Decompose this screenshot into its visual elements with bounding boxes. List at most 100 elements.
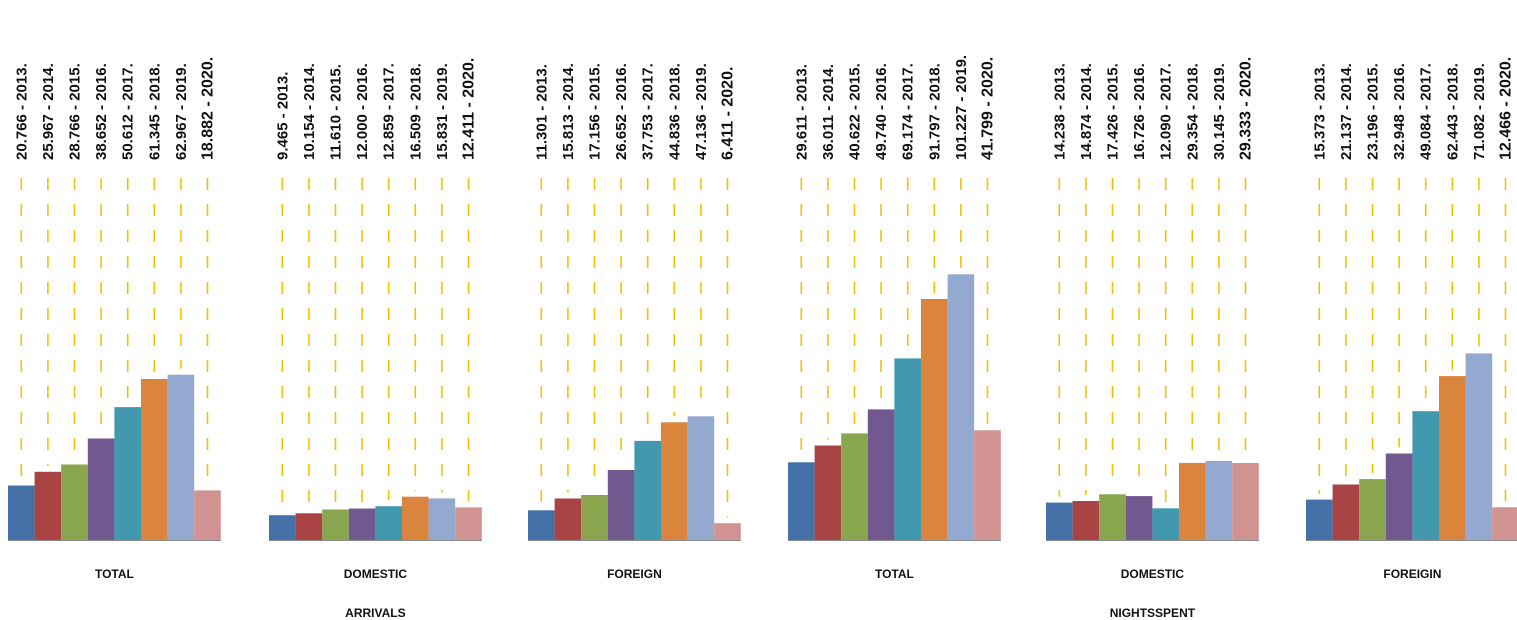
data-label: 17.156 - 2015.: [587, 63, 604, 160]
chart-panel: 15.373 - 2013. 21.137 - 2014. 23.196 - 201…: [1306, 57, 1517, 581]
data-label: 12.090 - 2017.: [1158, 63, 1175, 160]
data-label: 49.084 - 2017.: [1418, 63, 1435, 160]
bar: [1439, 376, 1466, 540]
panel-label: FOREIGIN: [1383, 567, 1441, 581]
data-label: 29.333 - 2020.: [1238, 57, 1255, 160]
data-label: 9.465 - 2013.: [274, 72, 291, 160]
bar: [428, 498, 456, 540]
data-label: 50.612 - 2017.: [120, 63, 137, 160]
bar: [8, 485, 35, 540]
bar: [921, 299, 948, 540]
data-label: 30.145 - 2019.: [1211, 63, 1228, 160]
bar: [375, 506, 402, 540]
bar: [581, 495, 608, 540]
data-label: 37.753 - 2017.: [640, 63, 657, 160]
bar: [1125, 496, 1153, 540]
bar: [1099, 494, 1126, 540]
bar: [114, 407, 141, 540]
data-label: 69.174 - 2017.: [900, 63, 917, 160]
data-label: 23.196 - 2015.: [1365, 63, 1382, 160]
data-label: 25.967 - 2014.: [40, 63, 57, 160]
bar: [1232, 463, 1259, 540]
panel-label: TOTAL: [875, 567, 914, 581]
bar: [1465, 353, 1493, 540]
data-label: 21.137 - 2014.: [1338, 63, 1355, 160]
chart-panel: 20.766 - 2013. 25.967 - 2014. 28.766 - 201…: [8, 57, 221, 581]
bar: [1179, 462, 1206, 540]
bar: [1306, 499, 1333, 540]
bar: [1492, 507, 1517, 540]
bar: [1359, 479, 1386, 540]
data-label: 11.610 - 2015.: [328, 64, 345, 160]
data-label: 38.652 - 2016.: [93, 63, 110, 160]
data-label: 15.373 - 2013.: [1311, 63, 1328, 160]
bar: [402, 496, 429, 540]
data-label: 91.797 - 2018.: [926, 63, 943, 160]
data-label: 14.874 - 2014.: [1078, 63, 1095, 160]
bar: [528, 510, 555, 540]
chart-panel: 29.611 - 2013. 36.011 - 2014. 40.622 - 201…: [788, 55, 1001, 581]
data-label: 12.466 - 2020.: [1498, 57, 1515, 160]
bar: [295, 513, 323, 540]
data-label: 17.426 - 2015.: [1105, 63, 1122, 160]
panel-label: DOMESTIC: [344, 567, 408, 581]
bar: [322, 509, 349, 540]
data-label: 41.799 - 2020.: [980, 57, 997, 160]
bar: [687, 416, 715, 540]
bar: [455, 507, 482, 540]
chart-panel: 11.301 - 2013. 15.813 - 2014. 17.156 - 201…: [528, 63, 741, 581]
data-label: 40.622 - 2015.: [847, 63, 864, 160]
data-label: 11.301 - 2013.: [533, 64, 550, 160]
bar: [34, 471, 62, 540]
bar: [661, 422, 688, 540]
panel-label: TOTAL: [95, 567, 134, 581]
data-label: 6.411 - 2020.: [720, 67, 737, 160]
bar: [554, 498, 582, 540]
data-label: 29.354 - 2018.: [1184, 63, 1201, 160]
data-label: 49.740 - 2016.: [873, 63, 890, 160]
bar: [947, 274, 975, 540]
bar: [714, 523, 741, 540]
data-label: 28.766 - 2015.: [67, 63, 84, 160]
data-label: 16.509 - 2018.: [407, 63, 424, 160]
data-label: 36.011 - 2014.: [820, 64, 837, 160]
bar: [1046, 502, 1073, 540]
group-label: NIGHTSSPENT: [1110, 606, 1196, 620]
bar: [194, 490, 221, 540]
data-label: 16.726 - 2016.: [1131, 63, 1148, 160]
bar: [894, 358, 921, 540]
data-label: 26.652 - 2016.: [613, 63, 630, 160]
bar: [607, 470, 635, 540]
bar: [814, 445, 842, 540]
data-label: 12.859 - 2017.: [381, 63, 398, 160]
bar: [348, 508, 376, 540]
data-label: 71.082 - 2019.: [1471, 63, 1488, 160]
bar: [1332, 484, 1360, 540]
bar: [634, 440, 661, 540]
panel-label: DOMESTIC: [1121, 567, 1185, 581]
data-label: 44.836 - 2018.: [666, 63, 683, 160]
bar: [1412, 411, 1439, 540]
data-label: 15.813 - 2014.: [560, 63, 577, 160]
data-label: 12.411 - 2020.: [461, 58, 478, 160]
data-label: 10.154 - 2014.: [301, 63, 318, 160]
chart-panel: 14.238 - 2013. 14.874 - 2014. 17.426 - 201…: [1046, 57, 1259, 581]
data-label: 62.443 - 2018.: [1444, 63, 1461, 160]
bar: [87, 438, 115, 540]
data-label: 29.611 - 2013.: [793, 64, 810, 160]
chart-panel: 9.465 - 2013. 10.154 - 2014. 11.610 - 2015…: [269, 58, 482, 581]
data-label: 32.948 - 2016.: [1391, 63, 1408, 160]
bar: [1152, 508, 1179, 540]
data-label: 15.831 - 2019.: [434, 63, 451, 160]
bar: [167, 374, 195, 540]
bar: [1385, 453, 1413, 540]
bar: [788, 462, 815, 540]
bar: [141, 379, 168, 540]
data-label: 14.238 - 2013.: [1051, 63, 1068, 160]
data-label: 101.227 - 2019.: [953, 55, 970, 160]
data-label: 47.136 - 2019.: [693, 63, 710, 160]
bar: [867, 409, 895, 540]
data-label: 61.345 - 2018.: [146, 63, 163, 160]
data-label: 20.766 - 2013.: [13, 63, 30, 160]
